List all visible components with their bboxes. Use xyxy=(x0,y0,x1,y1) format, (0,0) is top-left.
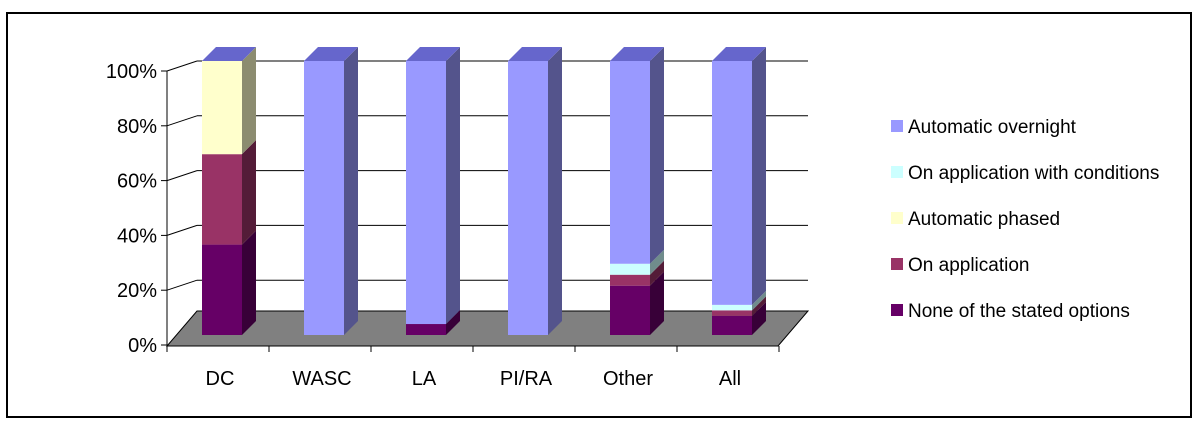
legend-swatch xyxy=(891,166,903,178)
floor-plane xyxy=(165,310,810,347)
bar-segment xyxy=(610,263,650,275)
legend-swatch xyxy=(891,304,903,316)
bar-segment-side xyxy=(650,271,664,335)
x-tick-label: Other xyxy=(603,368,653,390)
bar-stack-dc xyxy=(202,47,256,335)
bar-segment-side xyxy=(242,47,256,155)
bars xyxy=(202,47,766,335)
legend-swatch xyxy=(891,258,903,270)
y-tick-label: 60% xyxy=(117,171,157,193)
bar-segment xyxy=(610,61,650,264)
bar-segment xyxy=(712,304,752,311)
bar-segment-side xyxy=(242,230,256,335)
bar-segment xyxy=(712,310,752,316)
bar-segment xyxy=(610,274,650,286)
bar-segment xyxy=(508,61,548,335)
x-axis-labels: DC WASC LA PI/RA Other All xyxy=(166,346,780,390)
bar-segment-side xyxy=(446,47,460,325)
bar-segment-side xyxy=(548,47,562,335)
bar-segment-side xyxy=(650,249,664,275)
y-axis: 0% 20% 40% 60% 80% 100% xyxy=(106,61,168,357)
bar-top xyxy=(712,47,766,61)
y-tick-label: 0% xyxy=(128,335,157,357)
legend-item: Automatic phased xyxy=(891,209,1060,230)
x-tick-label: LA xyxy=(412,368,437,390)
bar-segment-side xyxy=(650,260,664,286)
bar-segment-side xyxy=(752,301,766,335)
bar-stack-all xyxy=(712,47,766,335)
chart-floor xyxy=(165,310,810,347)
bar-segment-side xyxy=(752,47,766,305)
bar-segment-side xyxy=(242,140,256,245)
x-tick-label: All xyxy=(719,368,741,390)
gridlines xyxy=(166,60,808,291)
bar-segment-side xyxy=(446,310,460,335)
gridline-side xyxy=(166,60,198,72)
gridline-side xyxy=(166,115,198,127)
bar-stack-pi-ra xyxy=(508,47,562,335)
legend-item: Automatic overnight xyxy=(891,117,1077,138)
legend-label: Automatic overnight xyxy=(908,117,1077,138)
legend: Automatic overnight On application with c… xyxy=(891,117,1159,322)
y-tick-label: 20% xyxy=(117,280,157,302)
x-tick-label: PI/RA xyxy=(500,368,553,390)
legend-swatch xyxy=(891,120,903,132)
bar-segment xyxy=(202,61,242,155)
bar-segment xyxy=(406,61,446,325)
gridline-side xyxy=(166,279,198,291)
bar-top xyxy=(304,47,358,61)
bar-segment xyxy=(202,244,242,335)
x-tick-label: WASC xyxy=(292,368,351,390)
bar-segment xyxy=(712,315,752,335)
gridline-side xyxy=(166,224,198,236)
legend-label: Automatic phased xyxy=(908,209,1060,230)
legend-label: On application xyxy=(908,255,1029,276)
bar-segment xyxy=(202,154,242,245)
bar-stack-other xyxy=(610,47,664,335)
bar-top xyxy=(406,47,460,61)
legend-swatch xyxy=(891,212,903,224)
bar-segment-side xyxy=(344,47,358,335)
bar-segment xyxy=(406,324,446,335)
bar-stack-la xyxy=(406,47,460,335)
bar-stack-wasc xyxy=(304,47,358,335)
bar-segment xyxy=(610,285,650,335)
y-tick-label: 100% xyxy=(106,61,157,83)
bar-segment xyxy=(304,61,344,335)
legend-item: On application with conditions xyxy=(891,163,1159,184)
bar-top xyxy=(202,47,256,61)
gridline-side xyxy=(166,170,198,182)
y-tick-label: 80% xyxy=(117,116,157,138)
legend-label: None of the stated options xyxy=(908,301,1130,322)
bar-top xyxy=(610,47,664,61)
legend-label: On application with conditions xyxy=(908,163,1159,184)
bar-segment-side xyxy=(752,290,766,311)
legend-item: On application xyxy=(891,255,1029,276)
bar-segment-side xyxy=(650,47,664,264)
bar-segment-side xyxy=(752,296,766,316)
bar-top xyxy=(508,47,562,61)
legend-item: None of the stated options xyxy=(891,301,1130,322)
bar-segment xyxy=(712,61,752,305)
x-tick-label: DC xyxy=(206,368,235,390)
y-tick-label: 40% xyxy=(117,225,157,247)
